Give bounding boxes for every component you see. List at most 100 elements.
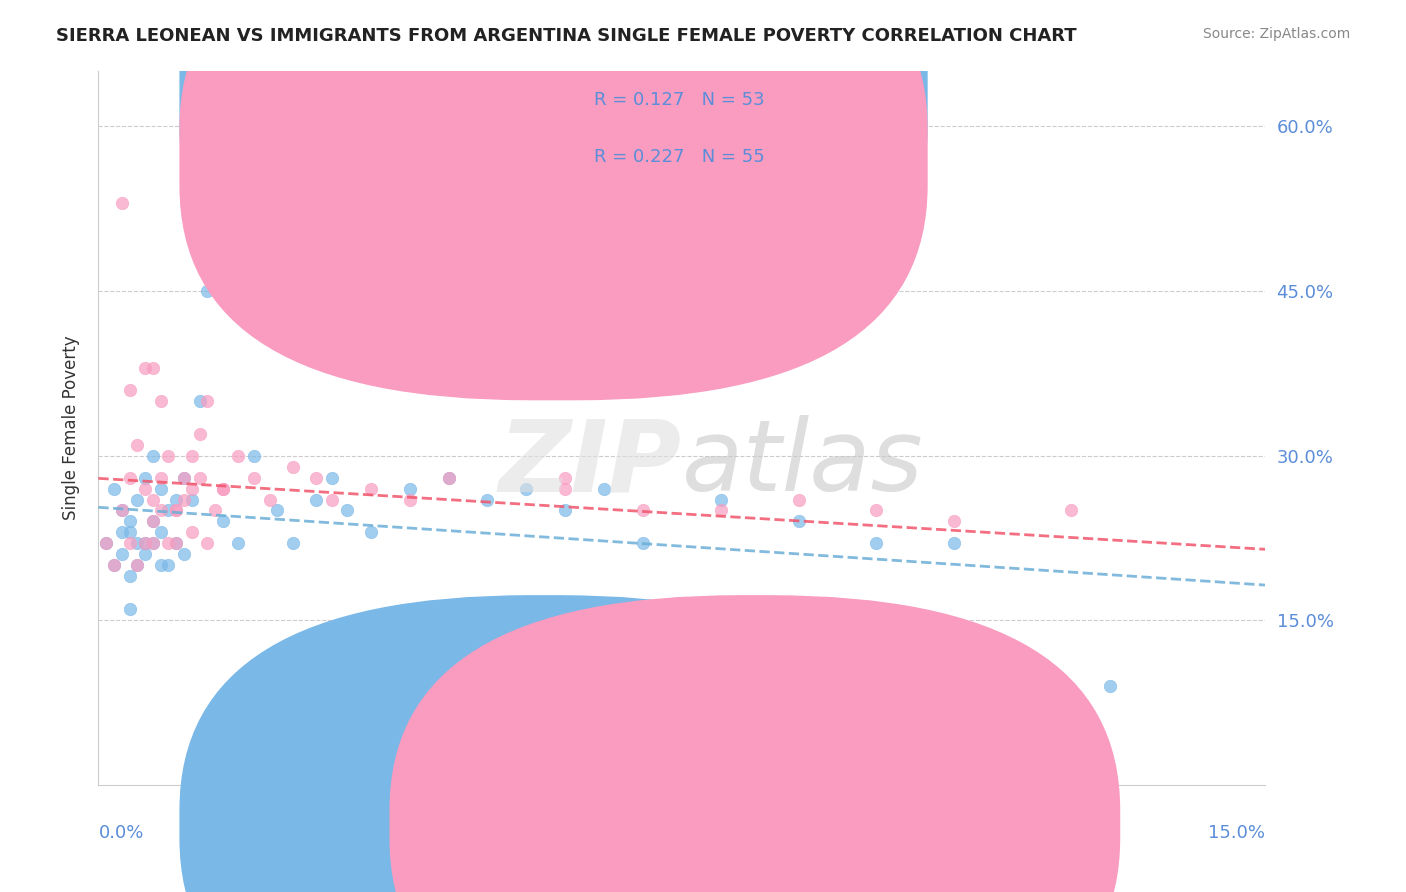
Point: [111, 196, 134, 211]
Text: Immigrants from Argentina: Immigrants from Argentina: [782, 815, 1007, 833]
Point: [710, 492, 733, 507]
Point: [149, 470, 172, 484]
Point: [134, 482, 156, 496]
Point: [398, 492, 420, 507]
Point: [142, 492, 165, 507]
Point: [360, 482, 382, 496]
FancyBboxPatch shape: [495, 71, 891, 214]
Point: [157, 558, 180, 573]
Text: R = 0.227   N = 55: R = 0.227 N = 55: [595, 148, 765, 166]
Point: [281, 536, 304, 550]
Point: [173, 492, 195, 507]
Point: [1060, 503, 1083, 517]
Text: ZIP: ZIP: [499, 416, 682, 512]
Point: [259, 492, 281, 507]
Point: [321, 492, 343, 507]
Point: [127, 558, 149, 573]
Point: [134, 470, 156, 484]
FancyBboxPatch shape: [180, 0, 927, 400]
Point: [157, 536, 180, 550]
Point: [142, 515, 165, 529]
Point: [266, 503, 288, 517]
Point: [477, 624, 499, 639]
Text: Source: ZipAtlas.com: Source: ZipAtlas.com: [1202, 27, 1350, 41]
Point: [437, 470, 460, 484]
Point: [142, 536, 165, 550]
Point: [204, 503, 226, 517]
Point: [149, 558, 172, 573]
Point: [943, 515, 966, 529]
Point: [149, 503, 172, 517]
Point: [173, 548, 195, 562]
Point: [134, 548, 156, 562]
Point: [103, 558, 125, 573]
Point: [165, 503, 187, 517]
Point: [127, 492, 149, 507]
Text: Sierra Leoneans: Sierra Leoneans: [571, 815, 704, 833]
Point: [142, 449, 165, 463]
Text: 0.0%: 0.0%: [98, 824, 143, 842]
Point: [477, 492, 499, 507]
Point: [118, 383, 141, 397]
Point: [188, 470, 211, 484]
Text: SIERRA LEONEAN VS IMMIGRANTS FROM ARGENTINA SINGLE FEMALE POVERTY CORRELATION CH: SIERRA LEONEAN VS IMMIGRANTS FROM ARGENT…: [56, 27, 1077, 45]
Point: [243, 449, 266, 463]
Point: [281, 459, 304, 474]
Point: [165, 536, 187, 550]
Point: [127, 558, 149, 573]
Point: [180, 492, 202, 507]
Point: [212, 482, 235, 496]
Point: [157, 449, 180, 463]
Point: [118, 525, 141, 540]
Point: [1021, 679, 1043, 693]
Point: [96, 536, 118, 550]
Point: [865, 503, 887, 517]
Point: [165, 503, 187, 517]
Point: [103, 558, 125, 573]
Point: [118, 515, 141, 529]
Text: 15.0%: 15.0%: [1208, 824, 1265, 842]
Point: [111, 548, 134, 562]
Point: [118, 536, 141, 550]
Point: [118, 470, 141, 484]
Point: [631, 536, 654, 550]
Point: [305, 470, 328, 484]
Point: [149, 482, 172, 496]
Point: [195, 284, 218, 298]
Point: [180, 482, 202, 496]
Point: [111, 503, 134, 517]
Point: [96, 536, 118, 550]
Point: [195, 393, 218, 408]
Point: [142, 536, 165, 550]
Text: atlas: atlas: [682, 416, 924, 512]
Y-axis label: Single Female Poverty: Single Female Poverty: [62, 336, 80, 520]
Point: [437, 470, 460, 484]
Point: [165, 492, 187, 507]
Point: [149, 525, 172, 540]
Point: [188, 393, 211, 408]
Point: [212, 482, 235, 496]
Point: [243, 470, 266, 484]
Point: [515, 482, 537, 496]
Point: [1098, 679, 1121, 693]
Point: [127, 536, 149, 550]
Point: [787, 492, 810, 507]
FancyBboxPatch shape: [391, 596, 1119, 892]
Point: [787, 515, 810, 529]
Point: [228, 449, 250, 463]
Point: [103, 482, 125, 496]
FancyBboxPatch shape: [180, 596, 910, 892]
Point: [118, 569, 141, 583]
FancyBboxPatch shape: [180, 0, 927, 343]
Point: [321, 470, 343, 484]
Point: [554, 482, 576, 496]
Point: [134, 536, 156, 550]
Point: [212, 515, 235, 529]
Point: [142, 360, 165, 375]
Point: [111, 503, 134, 517]
Point: [157, 503, 180, 517]
Point: [710, 503, 733, 517]
Point: [118, 602, 141, 616]
Point: [173, 470, 195, 484]
Point: [865, 536, 887, 550]
